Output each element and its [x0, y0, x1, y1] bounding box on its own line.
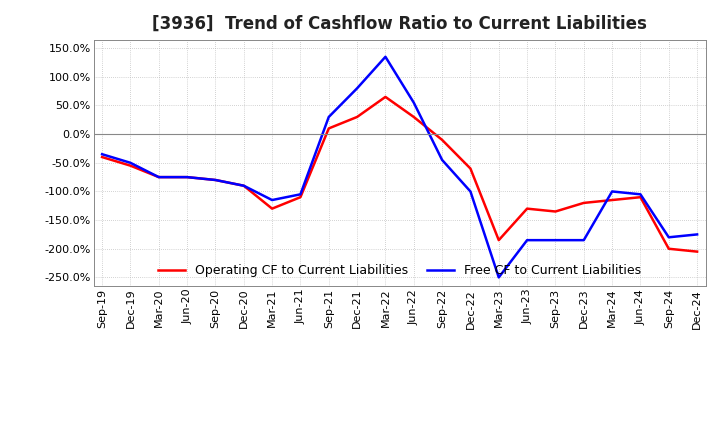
- Operating CF to Current Liabilities: [240, 183, 248, 188]
- Free CF to Current Liabilities: [665, 235, 673, 240]
- Free CF to Current Liabilities: [381, 54, 390, 59]
- Operating CF to Current Liabilities: [211, 177, 220, 183]
- Free CF to Current Liabilities: [98, 151, 107, 157]
- Operating CF to Current Liabilities: [580, 200, 588, 205]
- Operating CF to Current Liabilities: [268, 206, 276, 211]
- Operating CF to Current Liabilities: [495, 238, 503, 243]
- Free CF to Current Liabilities: [495, 275, 503, 280]
- Operating CF to Current Liabilities: [126, 163, 135, 169]
- Operating CF to Current Liabilities: [438, 137, 446, 143]
- Free CF to Current Liabilities: [211, 177, 220, 183]
- Operating CF to Current Liabilities: [155, 175, 163, 180]
- Free CF to Current Liabilities: [155, 175, 163, 180]
- Line: Free CF to Current Liabilities: Free CF to Current Liabilities: [102, 57, 697, 277]
- Operating CF to Current Liabilities: [325, 126, 333, 131]
- Operating CF to Current Liabilities: [551, 209, 559, 214]
- Operating CF to Current Liabilities: [410, 114, 418, 120]
- Operating CF to Current Liabilities: [636, 194, 644, 200]
- Free CF to Current Liabilities: [325, 114, 333, 120]
- Operating CF to Current Liabilities: [183, 175, 192, 180]
- Legend: Operating CF to Current Liabilities, Free CF to Current Liabilities: Operating CF to Current Liabilities, Fre…: [153, 259, 647, 282]
- Free CF to Current Liabilities: [636, 192, 644, 197]
- Free CF to Current Liabilities: [126, 160, 135, 165]
- Operating CF to Current Liabilities: [296, 194, 305, 200]
- Free CF to Current Liabilities: [523, 238, 531, 243]
- Operating CF to Current Liabilities: [381, 94, 390, 99]
- Free CF to Current Liabilities: [296, 192, 305, 197]
- Operating CF to Current Liabilities: [608, 198, 616, 203]
- Free CF to Current Liabilities: [353, 86, 361, 91]
- Free CF to Current Liabilities: [580, 238, 588, 243]
- Free CF to Current Liabilities: [466, 189, 474, 194]
- Title: [3936]  Trend of Cashflow Ratio to Current Liabilities: [3936] Trend of Cashflow Ratio to Curren…: [152, 15, 647, 33]
- Free CF to Current Liabilities: [608, 189, 616, 194]
- Operating CF to Current Liabilities: [665, 246, 673, 251]
- Operating CF to Current Liabilities: [353, 114, 361, 120]
- Free CF to Current Liabilities: [551, 238, 559, 243]
- Free CF to Current Liabilities: [183, 175, 192, 180]
- Free CF to Current Liabilities: [693, 232, 701, 237]
- Operating CF to Current Liabilities: [98, 154, 107, 160]
- Free CF to Current Liabilities: [410, 100, 418, 105]
- Free CF to Current Liabilities: [268, 198, 276, 203]
- Operating CF to Current Liabilities: [466, 166, 474, 171]
- Free CF to Current Liabilities: [240, 183, 248, 188]
- Free CF to Current Liabilities: [438, 157, 446, 162]
- Line: Operating CF to Current Liabilities: Operating CF to Current Liabilities: [102, 97, 697, 252]
- Operating CF to Current Liabilities: [693, 249, 701, 254]
- Operating CF to Current Liabilities: [523, 206, 531, 211]
